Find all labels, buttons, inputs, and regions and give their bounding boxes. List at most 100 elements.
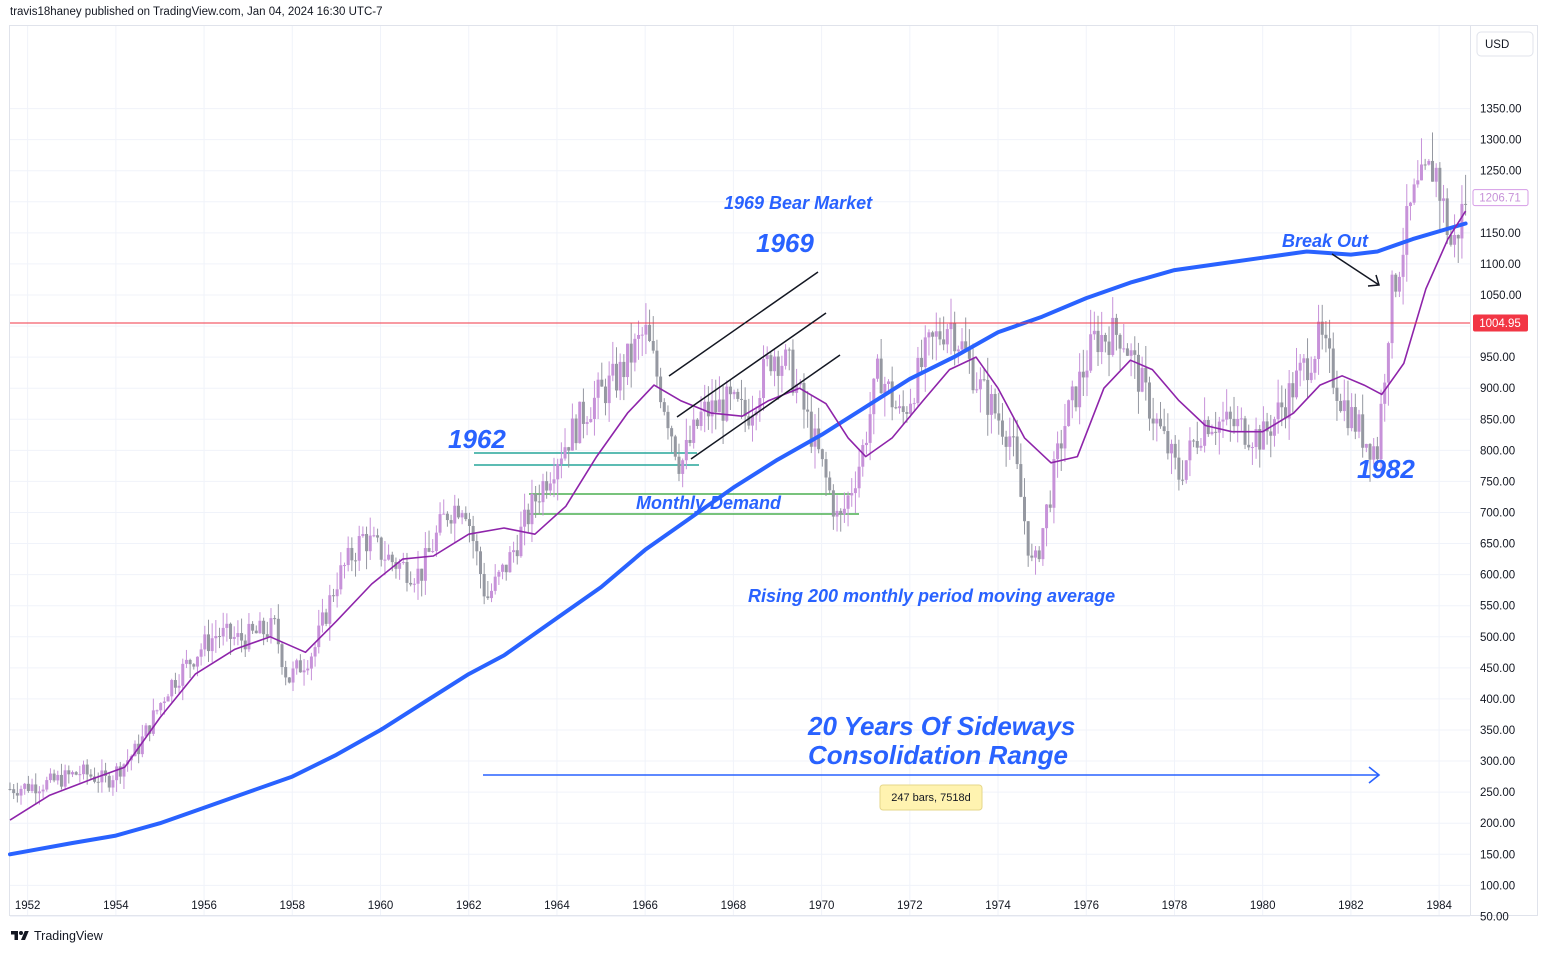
- price-tick-label: 800.00: [1480, 445, 1515, 457]
- candle-body: [70, 772, 74, 775]
- candle-body: [1155, 418, 1159, 424]
- candlesticks: [8, 132, 1468, 805]
- candle-body: [74, 772, 78, 775]
- candle-body: [1324, 334, 1328, 339]
- candle-body: [820, 449, 824, 460]
- candle-body: [677, 456, 681, 474]
- candle-body: [964, 341, 968, 351]
- candle-body: [1217, 421, 1221, 433]
- currency-button[interactable]: USD: [1476, 31, 1534, 57]
- candle-body: [346, 547, 350, 566]
- candle-body: [78, 774, 82, 776]
- candle-body: [1364, 443, 1368, 448]
- candle-body: [526, 509, 530, 525]
- candle-body: [1192, 440, 1196, 442]
- candle-body: [306, 668, 310, 671]
- tradingview-brand: TradingView: [34, 929, 103, 943]
- candle-body: [118, 766, 122, 777]
- candle-body: [48, 773, 52, 781]
- candle-body: [1427, 160, 1431, 165]
- candle-body: [912, 403, 916, 405]
- candle-body: [563, 447, 567, 459]
- candle-body: [534, 493, 538, 502]
- candle-body: [949, 322, 953, 330]
- candle-body: [1431, 160, 1435, 182]
- candle-body: [1438, 167, 1442, 201]
- candle-body: [798, 383, 802, 385]
- candle-body: [273, 618, 277, 620]
- candle-body: [177, 685, 181, 688]
- candle-body: [445, 513, 449, 521]
- candle-body: [956, 349, 960, 352]
- svg-text:247 bars, 7518d: 247 bars, 7518d: [891, 792, 971, 804]
- candle-body: [681, 460, 685, 474]
- candle-body: [287, 677, 291, 683]
- candle-body: [254, 630, 258, 634]
- candle-body: [467, 519, 471, 526]
- candle-body: [750, 415, 754, 426]
- candle-body: [1092, 330, 1096, 335]
- candle-body: [1129, 350, 1133, 356]
- time-tick-label: 1966: [632, 900, 658, 912]
- candle-body: [420, 568, 424, 581]
- candle-body: [853, 488, 857, 494]
- candle-body: [850, 493, 854, 496]
- candle-body: [1067, 400, 1071, 427]
- candle-body: [1118, 334, 1122, 349]
- candle-body: [1317, 321, 1321, 359]
- candle-body: [1456, 234, 1460, 239]
- candle-body: [390, 554, 394, 563]
- candle-body: [942, 339, 946, 345]
- candle-body: [1361, 414, 1365, 448]
- annotation-monthly-demand: Monthly Demand: [636, 493, 782, 513]
- candle-body: [1401, 254, 1405, 277]
- candle-body: [879, 358, 883, 394]
- candle-body: [758, 398, 762, 412]
- candle-body: [34, 784, 38, 794]
- candle-body: [1291, 383, 1295, 398]
- svg-text:1206.71: 1206.71: [1479, 193, 1521, 205]
- candle-body: [703, 401, 707, 412]
- candle-body: [427, 548, 431, 552]
- time-tick-label: 1980: [1250, 900, 1276, 912]
- svg-text:USD: USD: [1485, 39, 1509, 51]
- candle-body: [501, 564, 505, 572]
- candle-body: [107, 775, 111, 788]
- candle-body: [1228, 411, 1232, 419]
- price-tick-label: 700.00: [1480, 507, 1515, 519]
- candle-body: [828, 477, 832, 491]
- time-tick-label: 1972: [897, 900, 923, 912]
- candle-body: [651, 341, 655, 351]
- candle-body: [581, 401, 585, 424]
- candle-body: [537, 501, 541, 503]
- candle-body: [736, 391, 740, 399]
- range-arrow: [483, 766, 1381, 784]
- candle-body: [592, 397, 596, 419]
- time-tick-label: 1974: [985, 900, 1011, 912]
- price-tick-label: 600.00: [1480, 570, 1515, 582]
- candle-body: [747, 416, 751, 426]
- candle-body: [376, 535, 380, 538]
- price-tick-label: 650.00: [1480, 539, 1515, 551]
- svg-text:1004.95: 1004.95: [1479, 318, 1521, 330]
- price-tick-label: 1350.00: [1480, 104, 1522, 116]
- candle-body: [1000, 420, 1004, 437]
- candle-body: [210, 638, 214, 652]
- time-tick-label: 1962: [456, 900, 482, 912]
- candle-body: [776, 356, 780, 376]
- candle-body: [894, 407, 898, 409]
- candle-body: [438, 514, 442, 533]
- candle-body: [717, 399, 721, 413]
- candle-body: [515, 550, 519, 557]
- time-tick-label: 1970: [809, 900, 835, 912]
- candle-body: [1203, 419, 1207, 446]
- candle-body: [482, 573, 486, 597]
- price-tick-label: 900.00: [1480, 383, 1515, 395]
- candle-body: [585, 422, 589, 424]
- candle-body: [199, 649, 203, 657]
- candle-body: [1034, 550, 1038, 558]
- candle-body: [1442, 198, 1446, 201]
- candle-body: [938, 331, 942, 340]
- candle-body: [302, 670, 306, 673]
